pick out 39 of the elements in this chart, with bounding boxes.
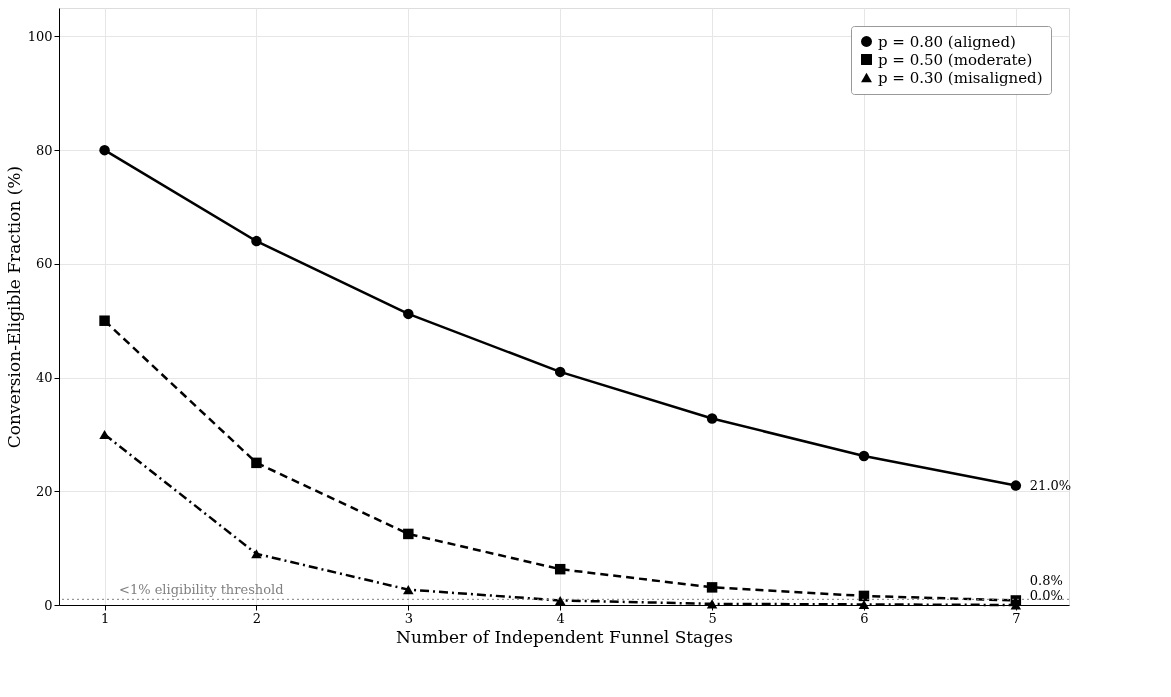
data-label: 0.0% xyxy=(1029,588,1063,603)
legend-label: p = 0.30 (misaligned) xyxy=(878,68,1043,87)
point xyxy=(99,429,110,439)
y-tick-label: 80 xyxy=(35,142,53,158)
y-tick-label: 100 xyxy=(27,28,53,44)
point xyxy=(554,366,566,378)
x-tick-label: 3 xyxy=(404,610,413,626)
x-tick-label: 5 xyxy=(708,610,717,626)
x-tick-label: 2 xyxy=(252,610,262,626)
point xyxy=(706,599,718,609)
point xyxy=(251,549,262,559)
point xyxy=(251,235,262,247)
point xyxy=(554,563,566,575)
x-tick-label: 4 xyxy=(556,610,565,626)
point xyxy=(403,585,414,595)
point xyxy=(706,413,718,424)
y-tick-label: 60 xyxy=(35,256,53,272)
data-label: 21.0% xyxy=(1029,477,1072,493)
point xyxy=(251,457,262,469)
point xyxy=(554,595,566,605)
legend-label: p = 0.50 (moderate) xyxy=(878,50,1033,69)
x-tick-label: 6 xyxy=(860,610,869,626)
y-tick-label: 40 xyxy=(35,370,53,386)
point xyxy=(858,450,870,462)
x-tick-label: 1 xyxy=(100,610,110,626)
point xyxy=(99,144,110,156)
legend-label: p = 0.80 (aligned) xyxy=(878,32,1016,51)
data-label: 0.8% xyxy=(1029,573,1063,588)
point xyxy=(403,528,414,540)
y-tick-label: 0 xyxy=(44,597,53,613)
point xyxy=(99,315,110,326)
point xyxy=(403,308,414,320)
point xyxy=(1010,480,1022,491)
ref-line-label: <1% eligibility threshold xyxy=(119,582,284,598)
y-tick-label: 20 xyxy=(35,483,53,499)
x-tick-label: 7 xyxy=(1012,610,1021,626)
y-axis-title: Conversion-Eligible Fraction (%) xyxy=(3,165,24,449)
point xyxy=(706,582,718,593)
x-axis-title: Number of Independent Funnel Stages xyxy=(396,626,733,647)
